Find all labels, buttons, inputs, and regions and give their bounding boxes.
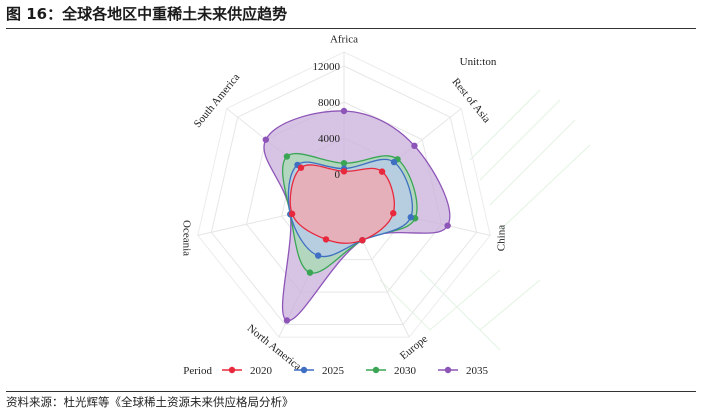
point-2020-oceania <box>288 210 296 218</box>
legend-marker <box>444 366 452 374</box>
figure-title: 图 16：全球各地区中重稀土未来供应趋势 <box>6 5 288 23</box>
grid-ring <box>245 101 443 293</box>
tick-label: 4000 <box>318 133 341 145</box>
point-2025-north-america <box>314 252 322 259</box>
unit-label: Unit:ton <box>460 56 497 68</box>
legend-label: 2020 <box>250 365 273 377</box>
point-2035-africa <box>340 107 348 115</box>
tick-label: 0 <box>335 169 341 181</box>
points-layer <box>262 107 451 324</box>
bottom-rule <box>6 391 696 392</box>
point-2020-south-america <box>297 164 305 171</box>
point-2030-south-america <box>283 153 291 160</box>
legend-label: 2035 <box>466 365 489 377</box>
point-2030-north-america <box>306 269 314 276</box>
axis-label-south-america: South America <box>192 71 243 130</box>
axis-label-china: China <box>495 225 507 251</box>
legend: Period 2020 2025 2030 2035 <box>183 365 488 377</box>
tick-label: 8000 <box>318 97 341 109</box>
point-2030-africa <box>340 160 348 167</box>
legend-title: Period <box>183 365 212 377</box>
legend-label: 2030 <box>394 365 417 377</box>
legend-label: 2025 <box>322 365 345 377</box>
point-2020-north-america <box>322 236 330 243</box>
point-2020-europe <box>359 237 366 244</box>
legend-marker <box>300 366 308 374</box>
legend-item-2020: 2020 <box>222 365 273 377</box>
axis-label-oceania: Oceania <box>181 220 193 256</box>
point-2025-china <box>407 214 414 221</box>
point-2035-rest-of-asia <box>411 142 418 150</box>
point-2020-rest-of-asia <box>378 168 386 175</box>
grid-spoke <box>355 227 410 338</box>
background-decoration <box>379 89 591 351</box>
legend-item-2035: 2035 <box>438 365 489 377</box>
grid-ring <box>210 65 478 326</box>
figure-header: 图 16：全球各地区中重稀土未来供应趋势 <box>6 4 696 28</box>
top-rule <box>6 28 696 29</box>
legend-item-2030: 2030 <box>366 365 417 377</box>
point-2020-china <box>390 210 397 217</box>
point-2035-north-america <box>283 317 291 324</box>
series-layer <box>263 110 451 322</box>
point-2035-south-america <box>262 136 270 143</box>
legend-item-2025: 2025 <box>294 365 345 377</box>
axis-label-rest-of-asia: Rest of Asia <box>449 76 492 125</box>
grid-ring-outer <box>197 51 491 338</box>
point-2025-rest-of-asia <box>390 158 398 166</box>
source-note: 资料来源：杜光辉等《全球稀土资源未来供应格局分析》 <box>6 395 294 409</box>
decoration-line <box>379 269 541 351</box>
tick-label: 12000 <box>313 61 341 73</box>
legend-marker <box>372 366 380 374</box>
point-2020-africa <box>340 168 348 175</box>
decoration-line <box>469 89 591 231</box>
tick-labels: 0 4000 8000 12000 <box>313 61 341 181</box>
axis-label-africa: Africa <box>330 34 358 46</box>
point-2035-china <box>444 222 451 229</box>
legend-marker <box>228 366 236 374</box>
